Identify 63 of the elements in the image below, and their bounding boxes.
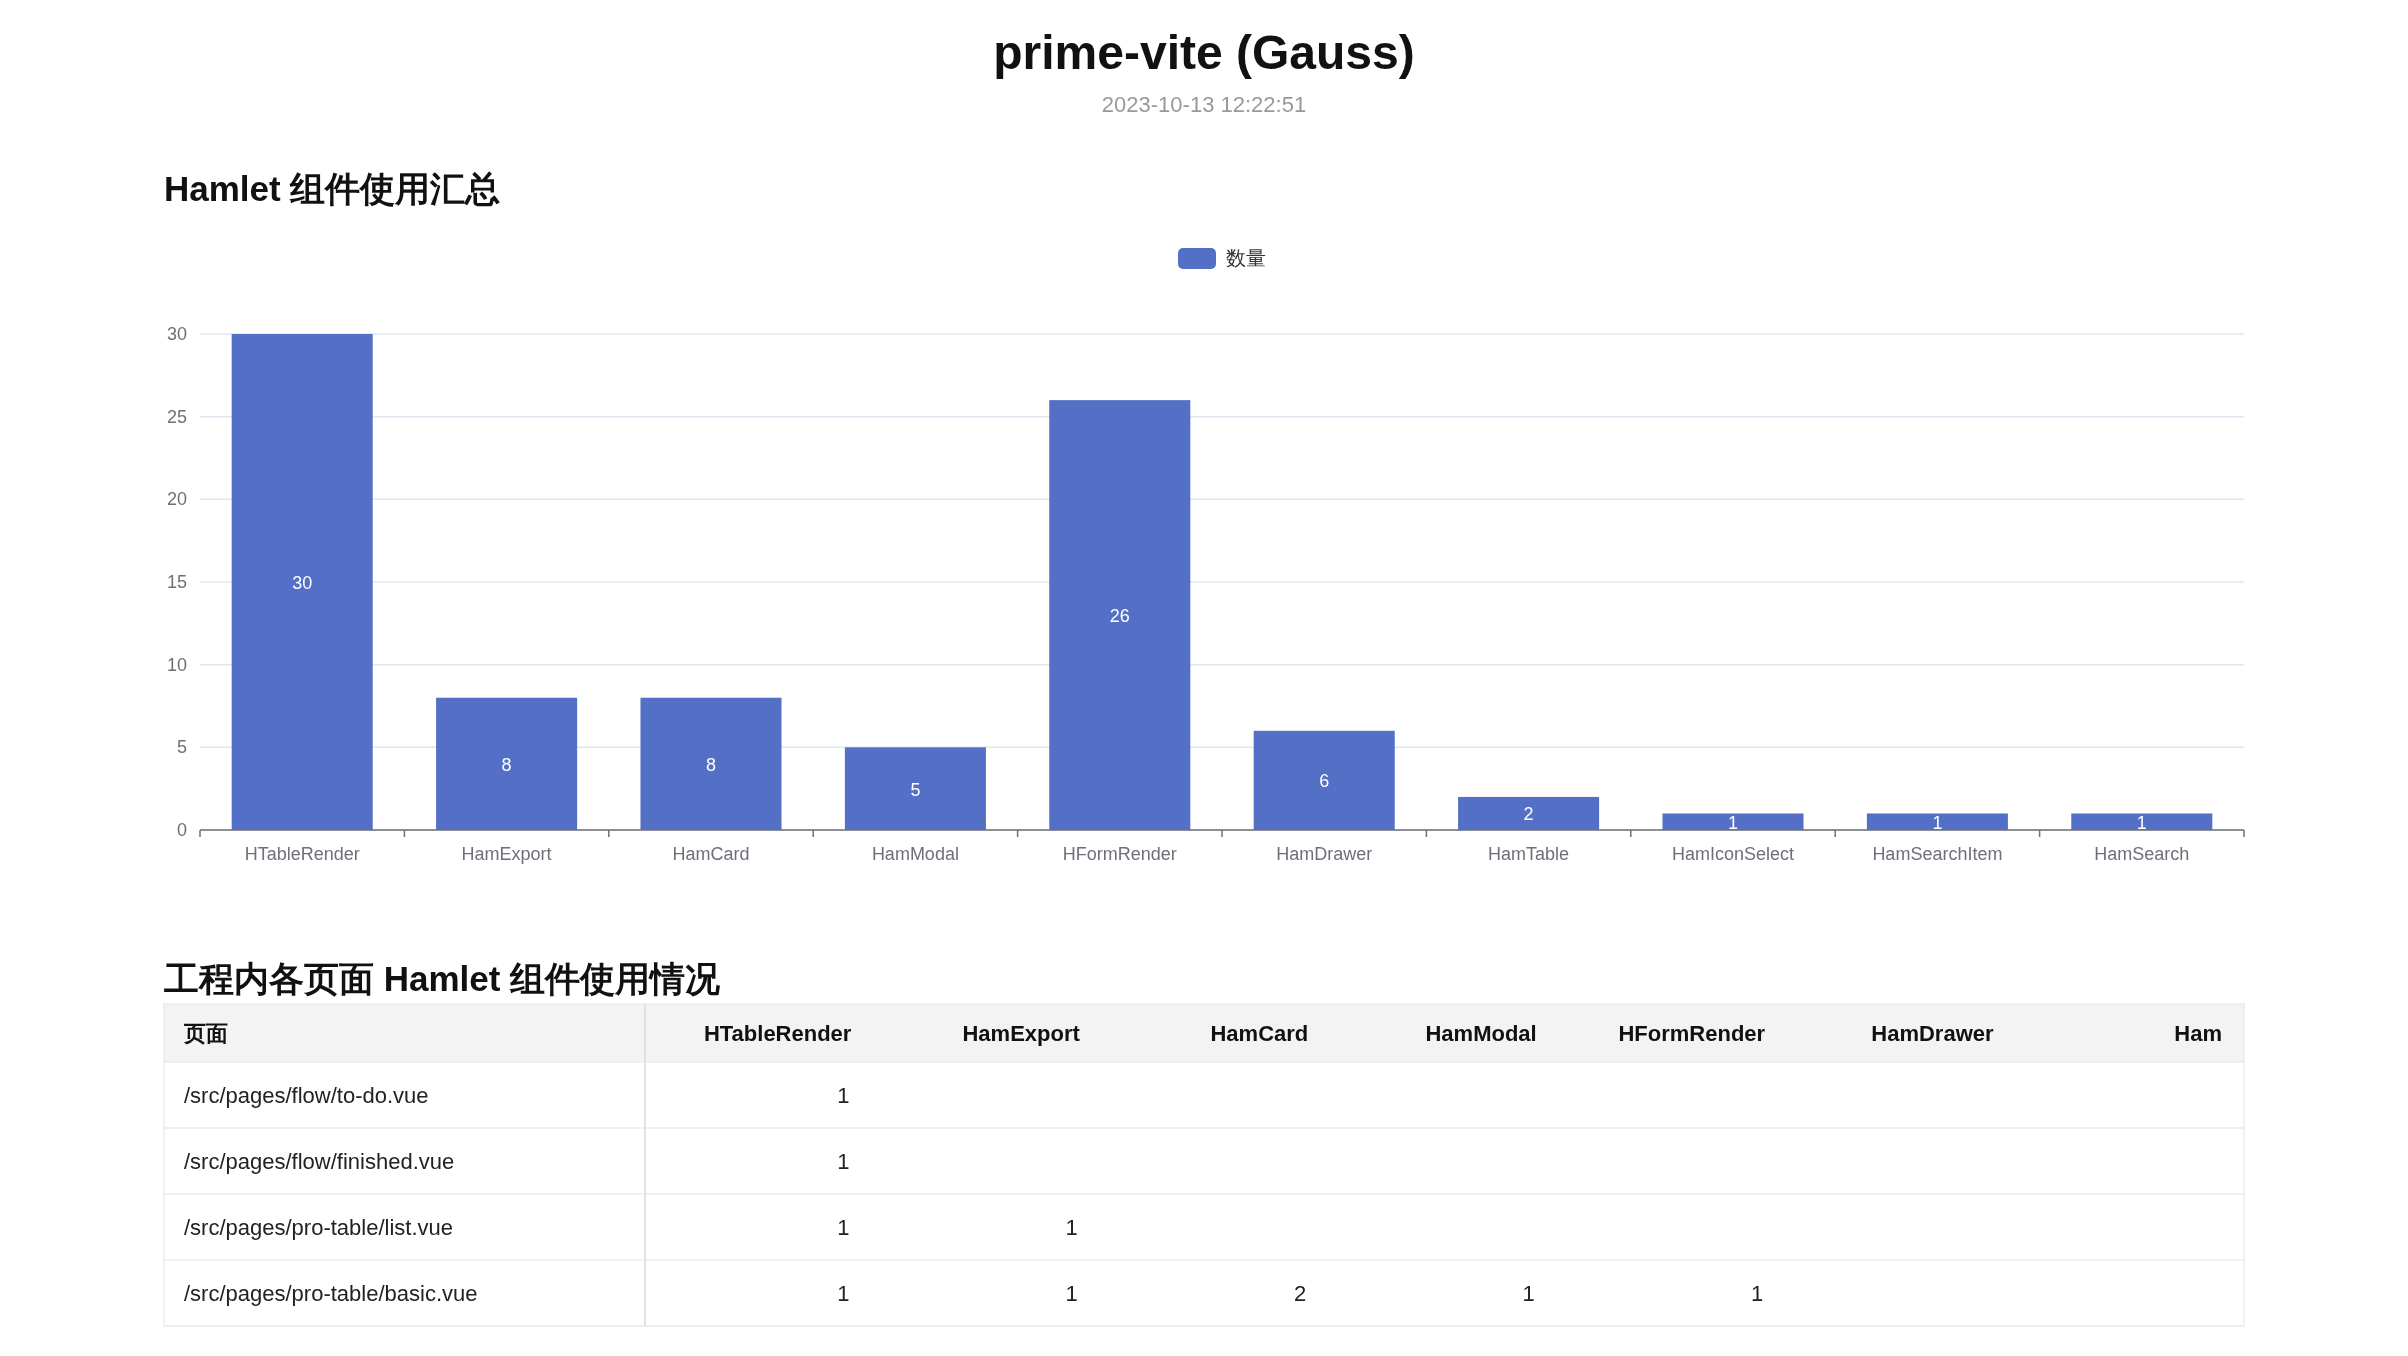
text: prime-vite (Gauss) [993,25,1415,79]
data-label: 1 [2136,812,2147,833]
x-tick-label: HTableRender [244,844,360,864]
data-label: 8 [501,754,512,775]
bar [1458,796,1600,830]
data-label: 26 [1109,606,1130,627]
chart-title: 工程内各页面 Hamlet 组件使用情况 [163,958,721,998]
data-label: 8 [705,754,717,775]
x-tick-label: HFormRender [1618,1020,1766,1046]
text: 2023-10-13 12:22:51 [1101,91,1307,117]
x-tick-label: HamExport [461,844,552,864]
legend-label: 数量 [1226,247,1266,269]
data-label: 1 [1932,812,1943,833]
bar [1049,400,1191,830]
bar [2071,813,2213,830]
x-tick-label: HamDrawer [1276,844,1373,864]
y-tick-label: /src/pages/pro-table/basic.vue [184,1280,478,1306]
data-label: 1 [1065,1280,1078,1306]
y-tick-label: /src/pages/flow/finished.vue [184,1148,455,1174]
y-tick-label: 30 [166,324,187,344]
data-label: 1 [837,1280,850,1306]
data-label: 6 [1319,771,1330,792]
data-label: 1 [837,1148,850,1174]
y-tick-label: 5 [176,737,187,758]
x-tick-label: HamTable [1488,844,1570,864]
x-tick-label: HamDrawer [1871,1020,1995,1046]
y-tick-label: 25 [166,406,187,427]
y-tick-label: /src/pages/pro-table/list.vue [184,1214,454,1240]
x-tick-label: HamModal [1425,1020,1537,1046]
x-tick-label: HamIconSelect [1671,844,1795,864]
data-label: 1 [1750,1280,1764,1306]
bar [231,334,373,830]
x-tick-label: HTableRender [703,1020,852,1046]
x-tick-label: HamCard [1210,1020,1309,1046]
bar [844,747,986,830]
y-tick-label: 20 [166,489,187,510]
bar [640,697,782,830]
x-tick-label: HamSearch [2094,844,2190,864]
bar [1662,813,1804,830]
y-tick-label: 0 [176,820,187,840]
x-tick-label: Ham [2174,1020,2222,1046]
data-label: 2 [1523,804,1534,825]
y-tick-label: /src/pages/flow/to-do.vue [184,1082,429,1108]
data-label: 2 [1294,1280,1307,1306]
data-label: 5 [910,779,921,800]
bar [1253,730,1395,830]
data-label: 1 [1727,812,1739,833]
data-label: 1 [1522,1280,1535,1306]
y-tick-label: 15 [166,572,187,592]
y-axis-title: 页面 [183,1020,228,1046]
data-label: 30 [292,573,313,593]
data-label: 1 [1065,1214,1078,1240]
data-label: 1 [837,1082,850,1108]
x-tick-label: HamSearchItem [1872,844,2003,864]
bar [436,697,578,830]
chart-title: Hamlet 组件使用汇总 [164,168,501,208]
y-tick-label: 10 [166,654,187,675]
x-tick-label: HFormRender [1062,844,1177,864]
data-label: 1 [837,1214,850,1240]
x-tick-label: HamExport [962,1020,1081,1046]
x-tick-label: HamCard [672,844,750,864]
bar [1866,813,2008,830]
x-tick-label: HamModal [871,844,959,864]
